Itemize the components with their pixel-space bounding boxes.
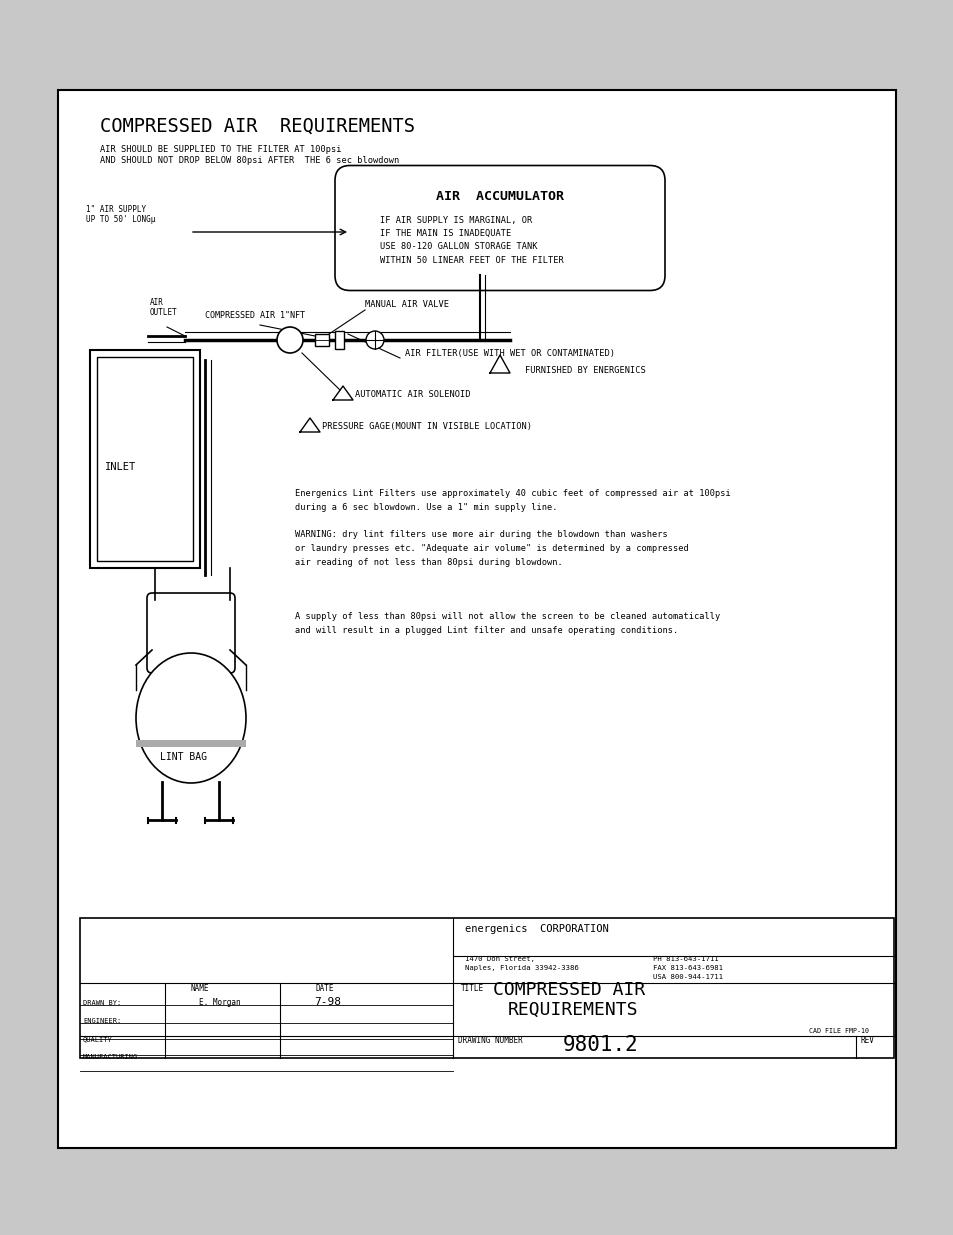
Text: A supply of less than 80psi will not allow the screen to be cleaned automaticall: A supply of less than 80psi will not all…: [294, 613, 720, 635]
Text: IF AIR SUPPLY IS MARGINAL, OR
IF THE MAIN IS INADEQUATE
USE 80-120 GALLON STORAG: IF AIR SUPPLY IS MARGINAL, OR IF THE MAI…: [379, 216, 563, 264]
Bar: [314, 333, 329, 346]
Text: MANUAL AIR VALVE: MANUAL AIR VALVE: [365, 300, 449, 309]
Text: COMPRESSED AIR  REQUIREMENTS: COMPRESSED AIR REQUIREMENTS: [100, 117, 415, 136]
Text: MANUFACTURING: MANUFACTURING: [83, 1053, 138, 1060]
Text: WARNING: dry lint filters use more air during the blowdown than washers
or laund: WARNING: dry lint filters use more air d…: [294, 530, 688, 567]
Text: 1470 Don Street,: 1470 Don Street,: [464, 956, 535, 962]
Text: DATE: DATE: [315, 984, 334, 993]
Text: COMPRESSED AIR: COMPRESSED AIR: [493, 981, 644, 999]
Ellipse shape: [136, 653, 246, 783]
Bar: [335, 331, 344, 350]
Text: 9801.2: 9801.2: [562, 1035, 639, 1055]
Text: 1" AIR SUPPLY
UP TO 50' LONGμ: 1" AIR SUPPLY UP TO 50' LONGμ: [86, 205, 155, 224]
Text: Energenics Lint Filters use approximately 40 cubic feet of compressed air at 100: Energenics Lint Filters use approximatel…: [294, 489, 730, 513]
Text: AIR  ACCUMULATOR: AIR ACCUMULATOR: [436, 190, 563, 203]
Text: AIR FILTER(USE WITH WET OR CONTAMINATED): AIR FILTER(USE WITH WET OR CONTAMINATED): [405, 350, 615, 358]
Text: E. Morgan: E. Morgan: [199, 998, 240, 1007]
Bar: [58, 90, 895, 1149]
Text: Naples, Florida 33942-3386: Naples, Florida 33942-3386: [464, 965, 578, 971]
Bar: [80, 918, 893, 1058]
Text: ENGINEER:: ENGINEER:: [83, 1018, 121, 1024]
FancyBboxPatch shape: [147, 593, 234, 673]
Text: FURNISHED BY ENERGENICS: FURNISHED BY ENERGENICS: [524, 366, 645, 375]
Text: 7-98: 7-98: [314, 997, 341, 1007]
Text: FAX 813-643-6981: FAX 813-643-6981: [652, 965, 722, 971]
Bar: [90, 350, 200, 568]
Text: REV: REV: [861, 1036, 874, 1045]
Text: LINT BAG: LINT BAG: [160, 752, 207, 762]
Text: QUALITY: QUALITY: [83, 1036, 112, 1042]
Text: AUTOMATIC AIR SOLENOID: AUTOMATIC AIR SOLENOID: [355, 390, 470, 399]
Text: TITLE: TITLE: [460, 984, 483, 993]
Text: REQUIREMENTS: REQUIREMENTS: [507, 1002, 638, 1019]
Text: CAD FILE FMP-10: CAD FILE FMP-10: [808, 1028, 868, 1034]
Circle shape: [276, 327, 303, 353]
Text: AIR SHOULD BE SUPPLIED TO THE FILTER AT 100psi: AIR SHOULD BE SUPPLIED TO THE FILTER AT …: [100, 144, 341, 154]
FancyBboxPatch shape: [335, 165, 664, 290]
Text: COMPRESSED AIR 1"NFT: COMPRESSED AIR 1"NFT: [205, 311, 305, 320]
Text: NAME: NAME: [191, 984, 209, 993]
Bar: [136, 740, 246, 747]
Circle shape: [366, 331, 384, 350]
Text: energenics  CORPORATION: energenics CORPORATION: [464, 924, 608, 934]
Text: INLET: INLET: [105, 462, 136, 472]
Text: PH 813-643-1711: PH 813-643-1711: [652, 956, 718, 962]
Text: USA 800-944-1711: USA 800-944-1711: [652, 974, 722, 981]
Text: PRESSURE GAGE(MOUNT IN VISIBLE LOCATION): PRESSURE GAGE(MOUNT IN VISIBLE LOCATION): [322, 422, 532, 431]
Text: DRAWN BY:: DRAWN BY:: [83, 1000, 121, 1007]
Text: AND SHOULD NOT DROP BELOW 80psi AFTER  THE 6 sec blowdown: AND SHOULD NOT DROP BELOW 80psi AFTER TH…: [100, 156, 399, 165]
Text: DRAWING NUMBER: DRAWING NUMBER: [457, 1036, 522, 1045]
Text: AIR
OUTLET: AIR OUTLET: [150, 298, 177, 317]
Bar: [97, 357, 193, 561]
